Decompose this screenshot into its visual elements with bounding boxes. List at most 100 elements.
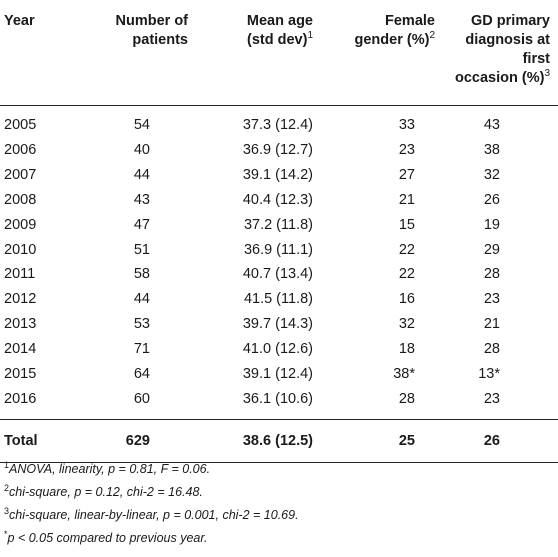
cell-patients: 54 <box>133 117 150 134</box>
cell-gd: 13* <box>478 365 500 382</box>
cell-mean-age: 39.1 (14.2) <box>242 167 313 184</box>
cell-gd: 28 <box>483 340 500 357</box>
cell-year: 2008 <box>4 191 37 208</box>
cell-mean-age: 37.2 (11.8) <box>243 216 313 233</box>
cell-year: 2006 <box>4 142 37 159</box>
cell-year: 2009 <box>4 216 37 233</box>
cell-patients: 40 <box>133 142 150 159</box>
footnote-marker: 1 <box>4 459 10 470</box>
cell-female: 38* <box>393 365 415 382</box>
table-row: 2013 53 39.7 (14.3) 32 21 <box>0 312 558 337</box>
table-row: 2014 71 41.0 (12.6) 18 28 <box>0 337 558 362</box>
cell-year: 2014 <box>4 340 37 357</box>
footnote-marker: * <box>4 528 8 539</box>
total-female: 25 <box>327 418 445 464</box>
total-patients: 629 <box>93 418 200 464</box>
cell-mean-age: 36.9 (12.7) <box>242 142 313 159</box>
cell-gd: 26 <box>483 191 500 208</box>
cell-female: 16 <box>398 291 415 308</box>
footnote-text: chi-square, linear-by-linear, p = 0.001,… <box>9 508 299 522</box>
cell-mean-age: 41.5 (11.8) <box>243 291 313 308</box>
cell-mean-age: 41.0 (12.6) <box>242 340 313 357</box>
total-row: Total 629 38.6 (12.5) 25 26 <box>0 418 558 464</box>
cell-female: 22 <box>398 266 415 283</box>
cell-patients: 64 <box>133 365 150 382</box>
table-row: 2005 54 37.3 (12.4) 33 43 <box>0 106 558 138</box>
table-body: 2005 54 37.3 (12.4) 33 43 2006 40 36.9 (12.7) 23… <box>0 106 558 419</box>
table-row: 2011 58 40.7 (13.4) 22 28 <box>0 262 558 287</box>
cell-mean-age: 39.1 (12.4) <box>242 365 313 382</box>
footnote: 1ANOVA, linearity, p = 0.81, F = 0.06. <box>4 458 299 481</box>
cell-female: 27 <box>398 167 415 184</box>
cell-patients: 44 <box>133 291 150 308</box>
footnote-text: p < 0.05 compared to previous year. <box>7 531 208 545</box>
header-year: Year <box>0 0 93 107</box>
cell-mean-age: 36.9 (11.1) <box>243 241 313 258</box>
cell-female: 23 <box>398 142 415 159</box>
cell-year: 2011 <box>4 266 36 283</box>
cell-year: 2012 <box>4 291 37 308</box>
cell-gd: 23 <box>483 291 500 308</box>
cell-gd: 43 <box>483 117 500 134</box>
data-table: Year Number of patients Mean age (std de… <box>0 0 558 464</box>
header-gd-diagnosis: GD primary diagnosis at first occasion (… <box>445 0 558 107</box>
cell-gd: 29 <box>483 241 500 258</box>
cell-year: 2016 <box>4 390 37 407</box>
table-row: 2007 44 39.1 (14.2) 27 32 <box>0 163 558 188</box>
table-footnotes: 1ANOVA, linearity, p = 0.81, F = 0.06. 2c… <box>4 458 299 550</box>
cell-mean-age: 36.1 (10.6) <box>242 390 313 407</box>
footnote-text: chi-square, p = 0.12, chi-2 = 16.48. <box>9 485 203 499</box>
cell-patients: 51 <box>133 241 150 258</box>
table-row: 2015 64 39.1 (12.4) 38* 13* <box>0 362 558 387</box>
footnote-marker: 3 <box>4 505 10 516</box>
footnote: 2chi-square, p = 0.12, chi-2 = 16.48. <box>4 481 299 504</box>
cell-patients: 47 <box>133 216 150 233</box>
table-header: Year Number of patients Mean age (std de… <box>0 0 558 107</box>
table-row: 2010 51 36.9 (11.1) 22 29 <box>0 238 558 263</box>
table-row: 2016 60 36.1 (10.6) 28 23 <box>0 387 558 419</box>
footnote: *p < 0.05 compared to previous year. <box>4 527 299 550</box>
footnote: 3chi-square, linear-by-linear, p = 0.001… <box>4 504 299 527</box>
table-row: 2012 44 41.5 (11.8) 16 23 <box>0 287 558 312</box>
footnote-marker: 2 <box>4 482 10 493</box>
table-row: 2008 43 40.4 (12.3) 21 26 <box>0 188 558 213</box>
cell-mean-age: 40.4 (12.3) <box>242 191 313 208</box>
cell-gd: 28 <box>483 266 500 283</box>
cell-mean-age: 39.7 (14.3) <box>242 316 313 333</box>
cell-female: 21 <box>398 191 415 208</box>
cell-gd: 19 <box>483 216 500 233</box>
cell-year: 2007 <box>4 167 37 184</box>
cell-patients: 53 <box>133 316 150 333</box>
footnote-text: ANOVA, linearity, p = 0.81, F = 0.06. <box>9 462 211 476</box>
cell-year: 2005 <box>4 117 37 134</box>
header-mean-age: Mean age (std dev)1 <box>200 0 327 107</box>
cell-patients: 58 <box>133 266 150 283</box>
cell-female: 15 <box>398 216 415 233</box>
total-gd: 26 <box>445 418 558 464</box>
cell-female: 33 <box>398 117 415 134</box>
cell-gd: 21 <box>483 316 500 333</box>
table-row: 2009 47 37.2 (11.8) 15 19 <box>0 213 558 238</box>
cell-gd: 23 <box>483 390 500 407</box>
table-row: 2006 40 36.9 (12.7) 23 38 <box>0 138 558 163</box>
table-footer: Total 629 38.6 (12.5) 25 26 <box>0 418 558 464</box>
cell-patients: 44 <box>133 167 150 184</box>
cell-female: 32 <box>398 316 415 333</box>
cell-mean-age: 37.3 (12.4) <box>242 117 313 134</box>
cell-mean-age: 40.7 (13.4) <box>242 266 313 283</box>
cell-patients: 43 <box>133 191 150 208</box>
cell-female: 22 <box>398 241 415 258</box>
header-female-gender: Female gender (%)2 <box>327 0 445 107</box>
header-patients: Number of patients <box>93 0 200 107</box>
header-row: Year Number of patients Mean age (std de… <box>0 0 558 107</box>
total-mean-age: 38.6 (12.5) <box>200 418 327 464</box>
cell-gd: 38 <box>483 142 500 159</box>
cell-gd: 32 <box>483 167 500 184</box>
cell-year: 2010 <box>4 241 37 258</box>
cell-patients: 71 <box>133 340 150 357</box>
cell-female: 28 <box>398 390 415 407</box>
cell-patients: 60 <box>133 390 150 407</box>
cell-year: 2015 <box>4 365 37 382</box>
cell-female: 18 <box>398 340 415 357</box>
